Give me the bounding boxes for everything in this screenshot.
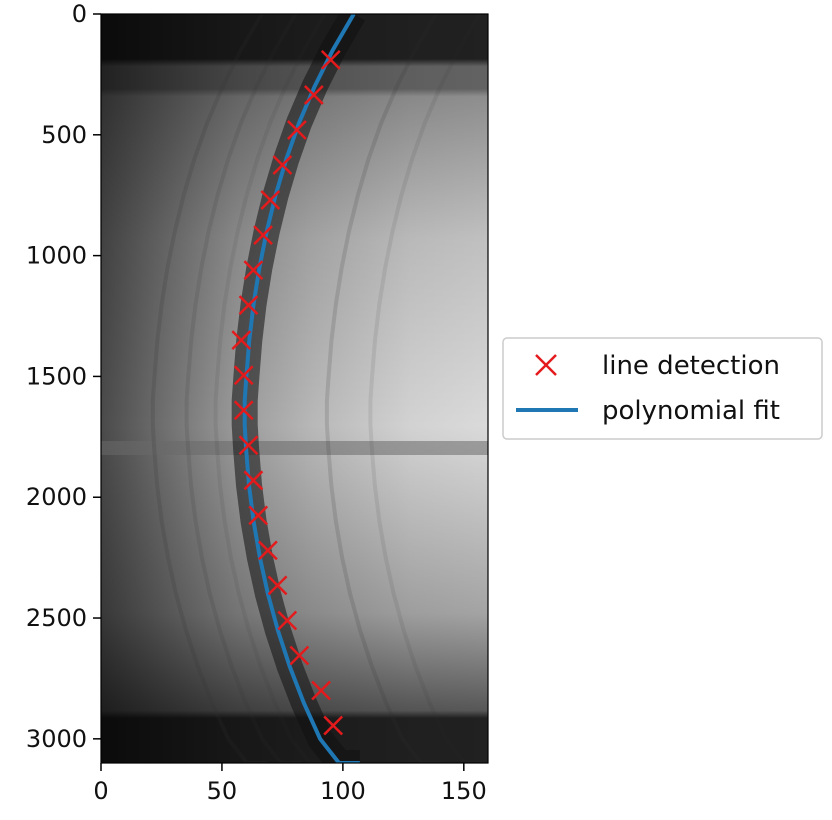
background-arc-4: [368, 14, 486, 763]
y-axis: 0 500 1000 1500 2000 2500 3000: [26, 0, 101, 753]
line-detection-point-13: [248, 505, 269, 526]
line-detection-point-2: [287, 120, 307, 140]
y-tick-label-2000: 2000: [26, 483, 87, 511]
line-detection-point-8: [231, 330, 252, 351]
line-detection-point-6: [243, 260, 264, 280]
x-tick-label-100: 100: [320, 777, 366, 805]
line-detection-point-14: [258, 540, 278, 561]
line-detection-point-12: [243, 470, 264, 491]
legend: line detection polynomial fit: [502, 337, 823, 440]
legend-marker-x: [535, 354, 557, 376]
line-detection-point-0: [320, 50, 341, 70]
x-axis: 0 50 100 150: [93, 763, 487, 805]
line-detection-point-9: [233, 365, 254, 386]
line-detection-point-7: [238, 295, 259, 316]
background-arc-0: [150, 14, 268, 763]
y-tick-label-2500: 2500: [26, 604, 87, 632]
background-arc-2: [213, 14, 331, 763]
line-detection-point-17: [289, 645, 310, 666]
line-detection-point-11: [238, 435, 259, 456]
y-tick-label-1500: 1500: [26, 362, 87, 390]
horizontal-band: [101, 441, 488, 455]
line-detection-point-5: [253, 225, 273, 245]
marker-layer: [231, 50, 344, 736]
line-detection-point-16: [277, 610, 298, 631]
background-arc-3: [324, 14, 442, 763]
legend-box: [502, 337, 823, 440]
background-arc-1: [184, 14, 302, 763]
line-detection-point-1: [303, 85, 324, 105]
line-detection-point-15: [267, 575, 288, 596]
line-detection-point-3: [272, 155, 293, 175]
plot-frame: [100, 13, 489, 764]
y-tick-label-1000: 1000: [26, 242, 87, 270]
x-tick-label-0: 0: [93, 777, 108, 805]
legend-label-polynomial-fit: polynomial fit: [602, 396, 780, 426]
line-detection-point-10: [233, 400, 254, 421]
x-tick-label-150: 150: [441, 777, 487, 805]
plot-area: [100, 13, 489, 764]
y-tick-label-3000: 3000: [26, 725, 87, 753]
line-detection-point-19: [323, 715, 344, 736]
y-tick-label-500: 500: [41, 121, 87, 149]
legend-label-line-detection: line detection: [602, 351, 780, 381]
y-tick-label-0: 0: [72, 0, 87, 28]
line-detection-point-4: [260, 190, 281, 210]
line-detection-point-18: [311, 680, 331, 701]
x-tick-label-50: 50: [207, 777, 238, 805]
